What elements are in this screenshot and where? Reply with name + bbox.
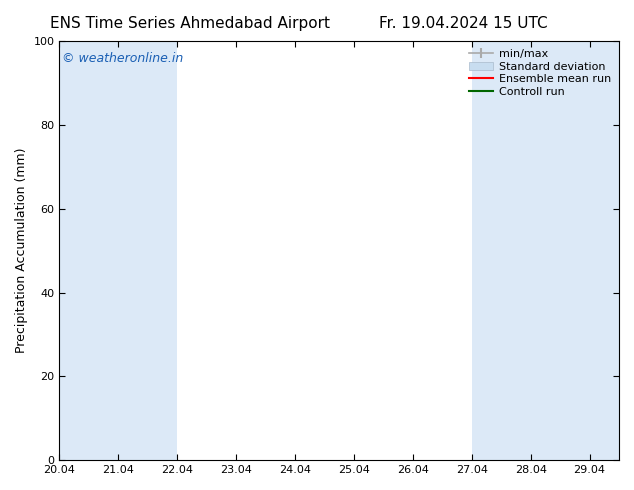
Y-axis label: Precipitation Accumulation (mm): Precipitation Accumulation (mm): [15, 148, 28, 353]
Text: Fr. 19.04.2024 15 UTC: Fr. 19.04.2024 15 UTC: [378, 16, 547, 31]
Text: ENS Time Series Ahmedabad Airport: ENS Time Series Ahmedabad Airport: [50, 16, 330, 31]
Bar: [472, 41, 619, 460]
Legend: min/max, Standard deviation, Ensemble mean run, Controll run: min/max, Standard deviation, Ensemble me…: [467, 47, 614, 99]
Bar: [60, 41, 178, 460]
Text: © weatheronline.in: © weatheronline.in: [62, 51, 183, 65]
